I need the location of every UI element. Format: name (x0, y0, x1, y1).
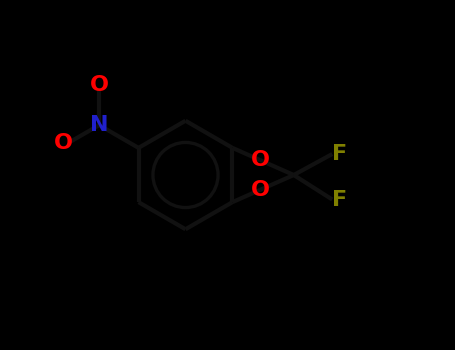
Text: O: O (90, 75, 109, 95)
Text: F: F (332, 189, 347, 210)
Text: O: O (251, 180, 269, 200)
Text: N: N (90, 115, 108, 135)
Text: O: O (54, 133, 73, 153)
Text: F: F (332, 144, 347, 164)
Text: O: O (251, 150, 269, 170)
